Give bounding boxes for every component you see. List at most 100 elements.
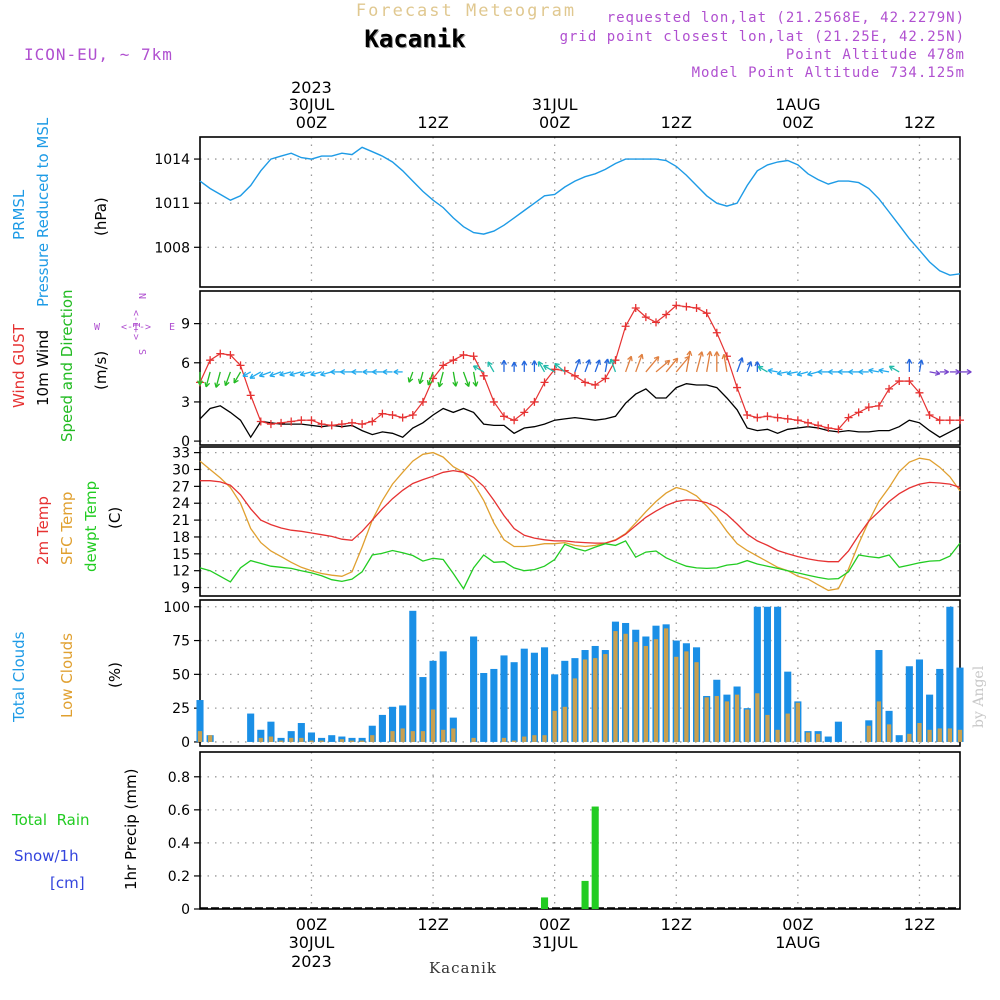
arrow-head	[609, 358, 615, 365]
gust-marker	[895, 377, 904, 386]
temp-ytick-label: 18	[172, 530, 190, 546]
info-model-altitude: Model Point Altitude 734.125m	[692, 65, 965, 81]
wind-direction-arrow	[706, 350, 713, 373]
bottom-hour-label: 12Z	[661, 915, 692, 934]
arrow-shaft	[645, 356, 660, 373]
wind-10m-label: 10m Wind	[34, 330, 52, 406]
total-cloud-bar	[824, 736, 832, 742]
gust-marker	[672, 301, 681, 310]
low-cloud-bar	[522, 736, 527, 742]
arrow-shaft	[594, 359, 601, 373]
low-cloud-bar	[299, 737, 304, 742]
wind-direction-arrow	[371, 368, 383, 375]
arrow-head	[603, 358, 610, 364]
precip-rain-label: Total Rain	[11, 811, 90, 829]
wind-direction-arrow	[796, 370, 809, 377]
gust-marker	[307, 416, 316, 425]
wind-direction-arrow	[472, 371, 479, 387]
gust-marker	[925, 410, 934, 419]
wind-direction-arrow	[767, 367, 778, 374]
total-cloud-bar	[388, 706, 397, 742]
arrow-shaft	[723, 354, 728, 373]
gust-marker	[915, 388, 924, 397]
gust-marker	[246, 391, 255, 400]
rain-bar	[591, 806, 599, 909]
wind-direction-arrow	[393, 368, 403, 375]
wind-direction-arrow	[462, 371, 471, 387]
gust-marker	[530, 397, 539, 406]
wind-direction-arrow	[320, 370, 332, 377]
gust-marker	[621, 322, 630, 331]
compass-ns-arrows: <-I->	[130, 310, 141, 340]
arrow-head	[501, 360, 507, 366]
arrow-shaft	[736, 357, 743, 373]
clouds-ytick-label: 50	[172, 667, 190, 683]
temp-2m-label: 2m Temp	[34, 496, 52, 565]
gust-marker	[631, 303, 640, 312]
arrow-shaft	[538, 361, 546, 373]
arrow-shaft	[777, 371, 788, 375]
arrow-shaft	[665, 357, 679, 373]
top-hour-label: 00Z	[539, 113, 570, 132]
wind-direction-arrow	[269, 371, 282, 378]
arrow-shaft	[796, 371, 809, 376]
total-cloud-bar	[378, 714, 386, 742]
wind-direction-arrow	[330, 368, 342, 375]
info-requested: requested lon,lat (21.2568E, 42.2279N)	[607, 10, 965, 26]
total-cloud-bar	[409, 610, 417, 742]
gust-marker	[418, 397, 427, 406]
arrow-head	[197, 380, 203, 386]
arrow-shaft	[310, 371, 322, 376]
wind-ytick-label: 3	[181, 395, 190, 411]
gust-marker	[743, 410, 752, 419]
precip-ytick-label: 0.4	[168, 836, 190, 852]
top-hour-label: 12Z	[417, 113, 448, 132]
clouds-ytick-label: 100	[163, 600, 190, 616]
low-cloud-bar	[724, 701, 730, 742]
arrow-head	[269, 371, 275, 378]
arrow-shaft	[215, 371, 221, 388]
total-cloud-bar	[753, 606, 761, 742]
arrow-head	[543, 364, 549, 371]
low-cloud-bar	[917, 723, 922, 742]
gust-marker	[793, 416, 802, 425]
wind-direction-arrow	[917, 359, 924, 373]
arrow-head	[233, 377, 239, 384]
low-cloud-bar	[937, 728, 942, 742]
low-cloud-bar	[512, 740, 517, 742]
arrow-shaft	[438, 371, 444, 388]
clouds-frame	[199, 599, 961, 747]
arrow-head	[289, 371, 295, 377]
total-cloud-bar	[500, 655, 508, 742]
arrow-head	[966, 368, 972, 375]
precip-ytick-label: 0.2	[168, 869, 190, 885]
arrow-shaft	[746, 361, 752, 373]
total-cloud-bar	[784, 671, 792, 742]
arrow-head	[320, 370, 326, 377]
arrow-shaft	[205, 371, 211, 388]
wind-gust-label: Wind GUST	[10, 323, 28, 408]
wind-direction-arrow	[472, 365, 485, 373]
total-cloud-bar	[480, 673, 488, 742]
gust-marker	[358, 420, 367, 429]
total-cloud-bar	[429, 660, 437, 742]
total-cloud-bar	[895, 735, 903, 742]
gust-marker	[560, 366, 569, 375]
arrow-shaft	[685, 350, 691, 373]
gust-marker	[459, 350, 468, 359]
super-title: Forecast Meteogram	[356, 1, 576, 21]
temp-sfc-label: SFC Temp	[58, 492, 76, 565]
wind-direction-arrow	[351, 368, 363, 375]
temp-ytick-label: 15	[172, 547, 190, 563]
arrow-head	[706, 350, 713, 357]
precip-ytick-label: 0.6	[168, 803, 190, 819]
wind-direction-arrow	[665, 357, 679, 373]
low-cloud-bar	[785, 713, 790, 742]
gust-marker	[702, 309, 711, 318]
arrow-head	[464, 381, 471, 387]
wind-direction-arrow	[521, 360, 528, 372]
low-cloud-bar	[420, 731, 426, 742]
arrow-head	[786, 370, 792, 377]
arrow-head	[943, 368, 949, 375]
